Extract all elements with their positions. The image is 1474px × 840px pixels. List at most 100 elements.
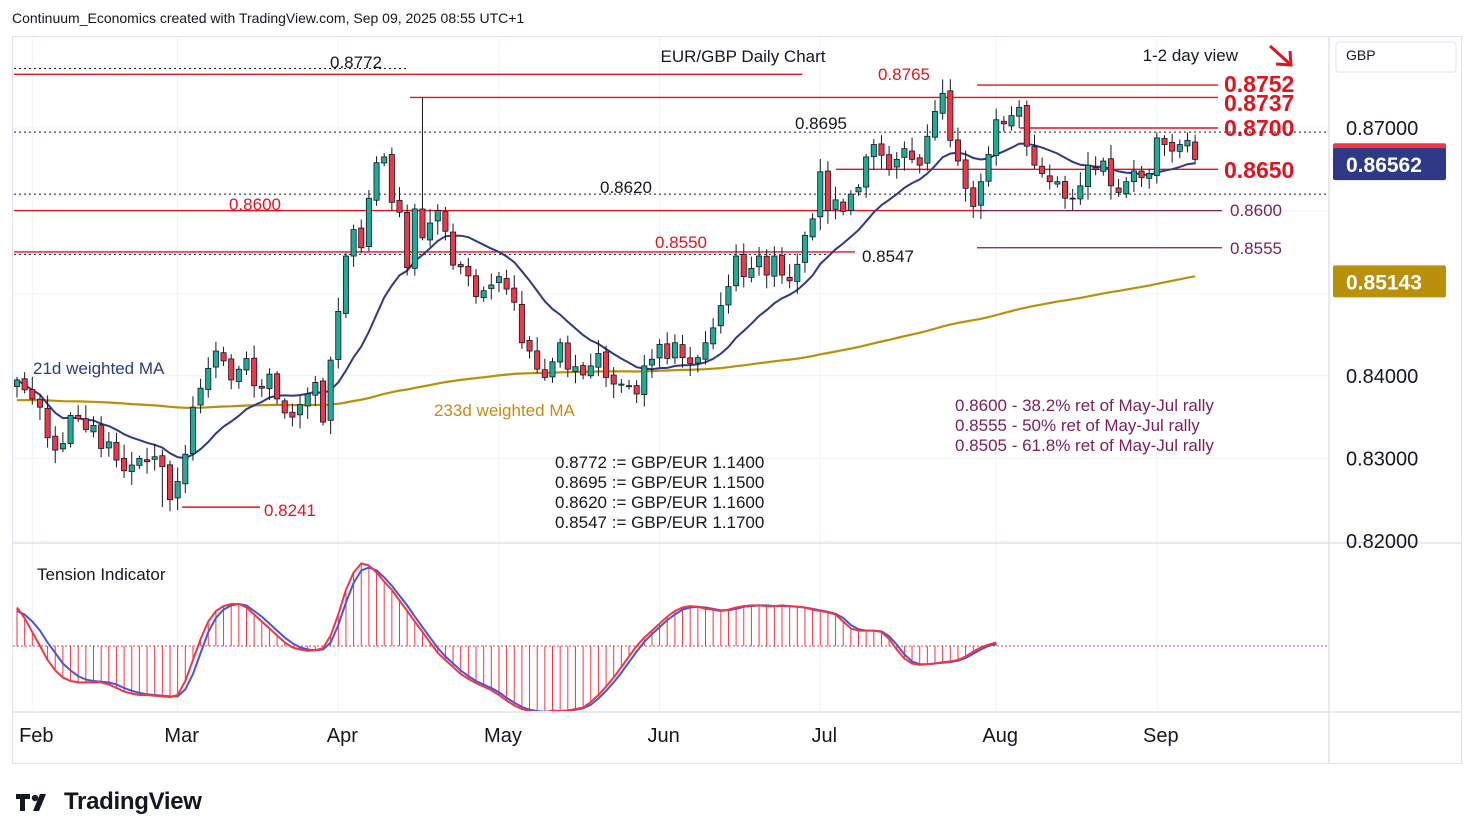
candle [1146, 168, 1153, 189]
bull-candle-body [549, 361, 556, 378]
bull-candle-body [626, 385, 633, 388]
bear-candle-body [603, 351, 610, 378]
bull-candle-body [855, 187, 862, 193]
candle [189, 396, 196, 461]
candle [893, 152, 900, 179]
bull-candle-body [1153, 137, 1160, 176]
bear-candle-body [388, 154, 395, 203]
bull-candle-body [694, 357, 701, 364]
bear-candle-body [1062, 181, 1069, 199]
candle [939, 79, 946, 120]
bull-candle-body [993, 119, 1000, 156]
bear-candle-body [580, 365, 587, 376]
candle [962, 150, 969, 202]
bull-candle-body [985, 154, 992, 182]
bull-candle-body [832, 199, 839, 210]
candle [434, 204, 441, 235]
candle [98, 416, 105, 458]
bear-candle-body [526, 339, 533, 352]
bull-candle-body [817, 171, 824, 218]
candle [312, 376, 319, 407]
candle [855, 184, 862, 196]
bull-candle-body [174, 481, 181, 499]
candle [1046, 164, 1053, 190]
bear-candle-body [1000, 120, 1007, 125]
bull-candle-body [794, 263, 801, 282]
bear-candle-body [1023, 105, 1030, 147]
candle [633, 380, 640, 404]
bull-candle-body [863, 156, 870, 188]
candle [518, 291, 525, 349]
time-tick-label: Jul [811, 725, 837, 747]
level-label: 0.8547 [862, 247, 914, 266]
bear-candle-body [1107, 158, 1114, 187]
candle [472, 269, 479, 304]
candle [801, 231, 808, 273]
candle [916, 154, 923, 174]
currency-selector[interactable] [1335, 41, 1457, 73]
bear-candle-body [144, 459, 151, 463]
bear-candle-body [824, 170, 831, 212]
candle [281, 398, 288, 419]
bear-candle-body [419, 208, 426, 239]
price-tag-label: 0.86562 [1346, 154, 1422, 177]
ma233-line [16, 275, 1196, 409]
bull-candle-body [771, 255, 778, 277]
candle [511, 275, 518, 311]
chart-canvas[interactable]: EUR/GBP Daily Chart 1-2 day view 21d wei… [0, 0, 1474, 790]
candle [1123, 177, 1130, 198]
candle [36, 394, 43, 421]
candle [52, 426, 59, 464]
bear-candle-body [962, 159, 969, 189]
bull-candle-body [725, 286, 732, 306]
time-tick-label: Apr [327, 725, 358, 747]
candle [411, 203, 418, 276]
bear-candle-body [1161, 138, 1168, 145]
bull-candle-body [1008, 115, 1015, 127]
candle [197, 378, 204, 414]
time-axis-ticks[interactable]: Feb Mar Apr May Jun Jul Aug Sep [19, 725, 1179, 747]
candle [694, 354, 701, 373]
bear-candle-body [518, 303, 525, 344]
bull-candle-body [870, 144, 877, 158]
candle [427, 209, 434, 247]
bear-candle-body [779, 255, 786, 276]
candle [1023, 100, 1030, 156]
bear-candle-body [75, 414, 82, 420]
candle [442, 206, 449, 241]
bull-candle-body [381, 156, 388, 164]
chart-frame [12, 36, 1462, 764]
bull-candle-body [1146, 173, 1153, 179]
price-tick-label: 0.82000 [1346, 531, 1418, 553]
candle [21, 372, 28, 394]
bull-candle-body [710, 327, 717, 345]
tradingview-logo[interactable]: TradingView [14, 788, 202, 816]
bull-candle-body [105, 441, 112, 449]
time-tick-label: Feb [19, 725, 53, 747]
candle [90, 416, 97, 438]
candle [144, 447, 151, 474]
candle [128, 451, 135, 485]
candle [954, 127, 961, 167]
bull-candle-body [1016, 106, 1023, 117]
candle [824, 161, 831, 224]
bull-candle-body [756, 255, 763, 268]
bull-candle-body [748, 268, 755, 278]
candle [924, 124, 931, 171]
price-axis-ticks[interactable]: 0.87000 0.84000 0.83000 0.82000 [1346, 118, 1418, 553]
price-tick-label: 0.84000 [1346, 366, 1418, 388]
candle [771, 246, 778, 287]
bull-candle-body [702, 342, 709, 360]
candle [457, 261, 464, 275]
candle [1176, 139, 1183, 159]
bear-candle-body [457, 264, 464, 268]
bear-candle-body [564, 342, 571, 370]
bull-candle-body [189, 406, 196, 455]
ma21-label: 21d weighted MA [33, 359, 165, 378]
candlestick-series [13, 79, 1199, 512]
price-tag-box [1333, 148, 1446, 181]
bear-candle-body [886, 154, 893, 170]
bear-candle-body [44, 407, 51, 439]
candle [243, 351, 250, 375]
candle [212, 341, 219, 379]
